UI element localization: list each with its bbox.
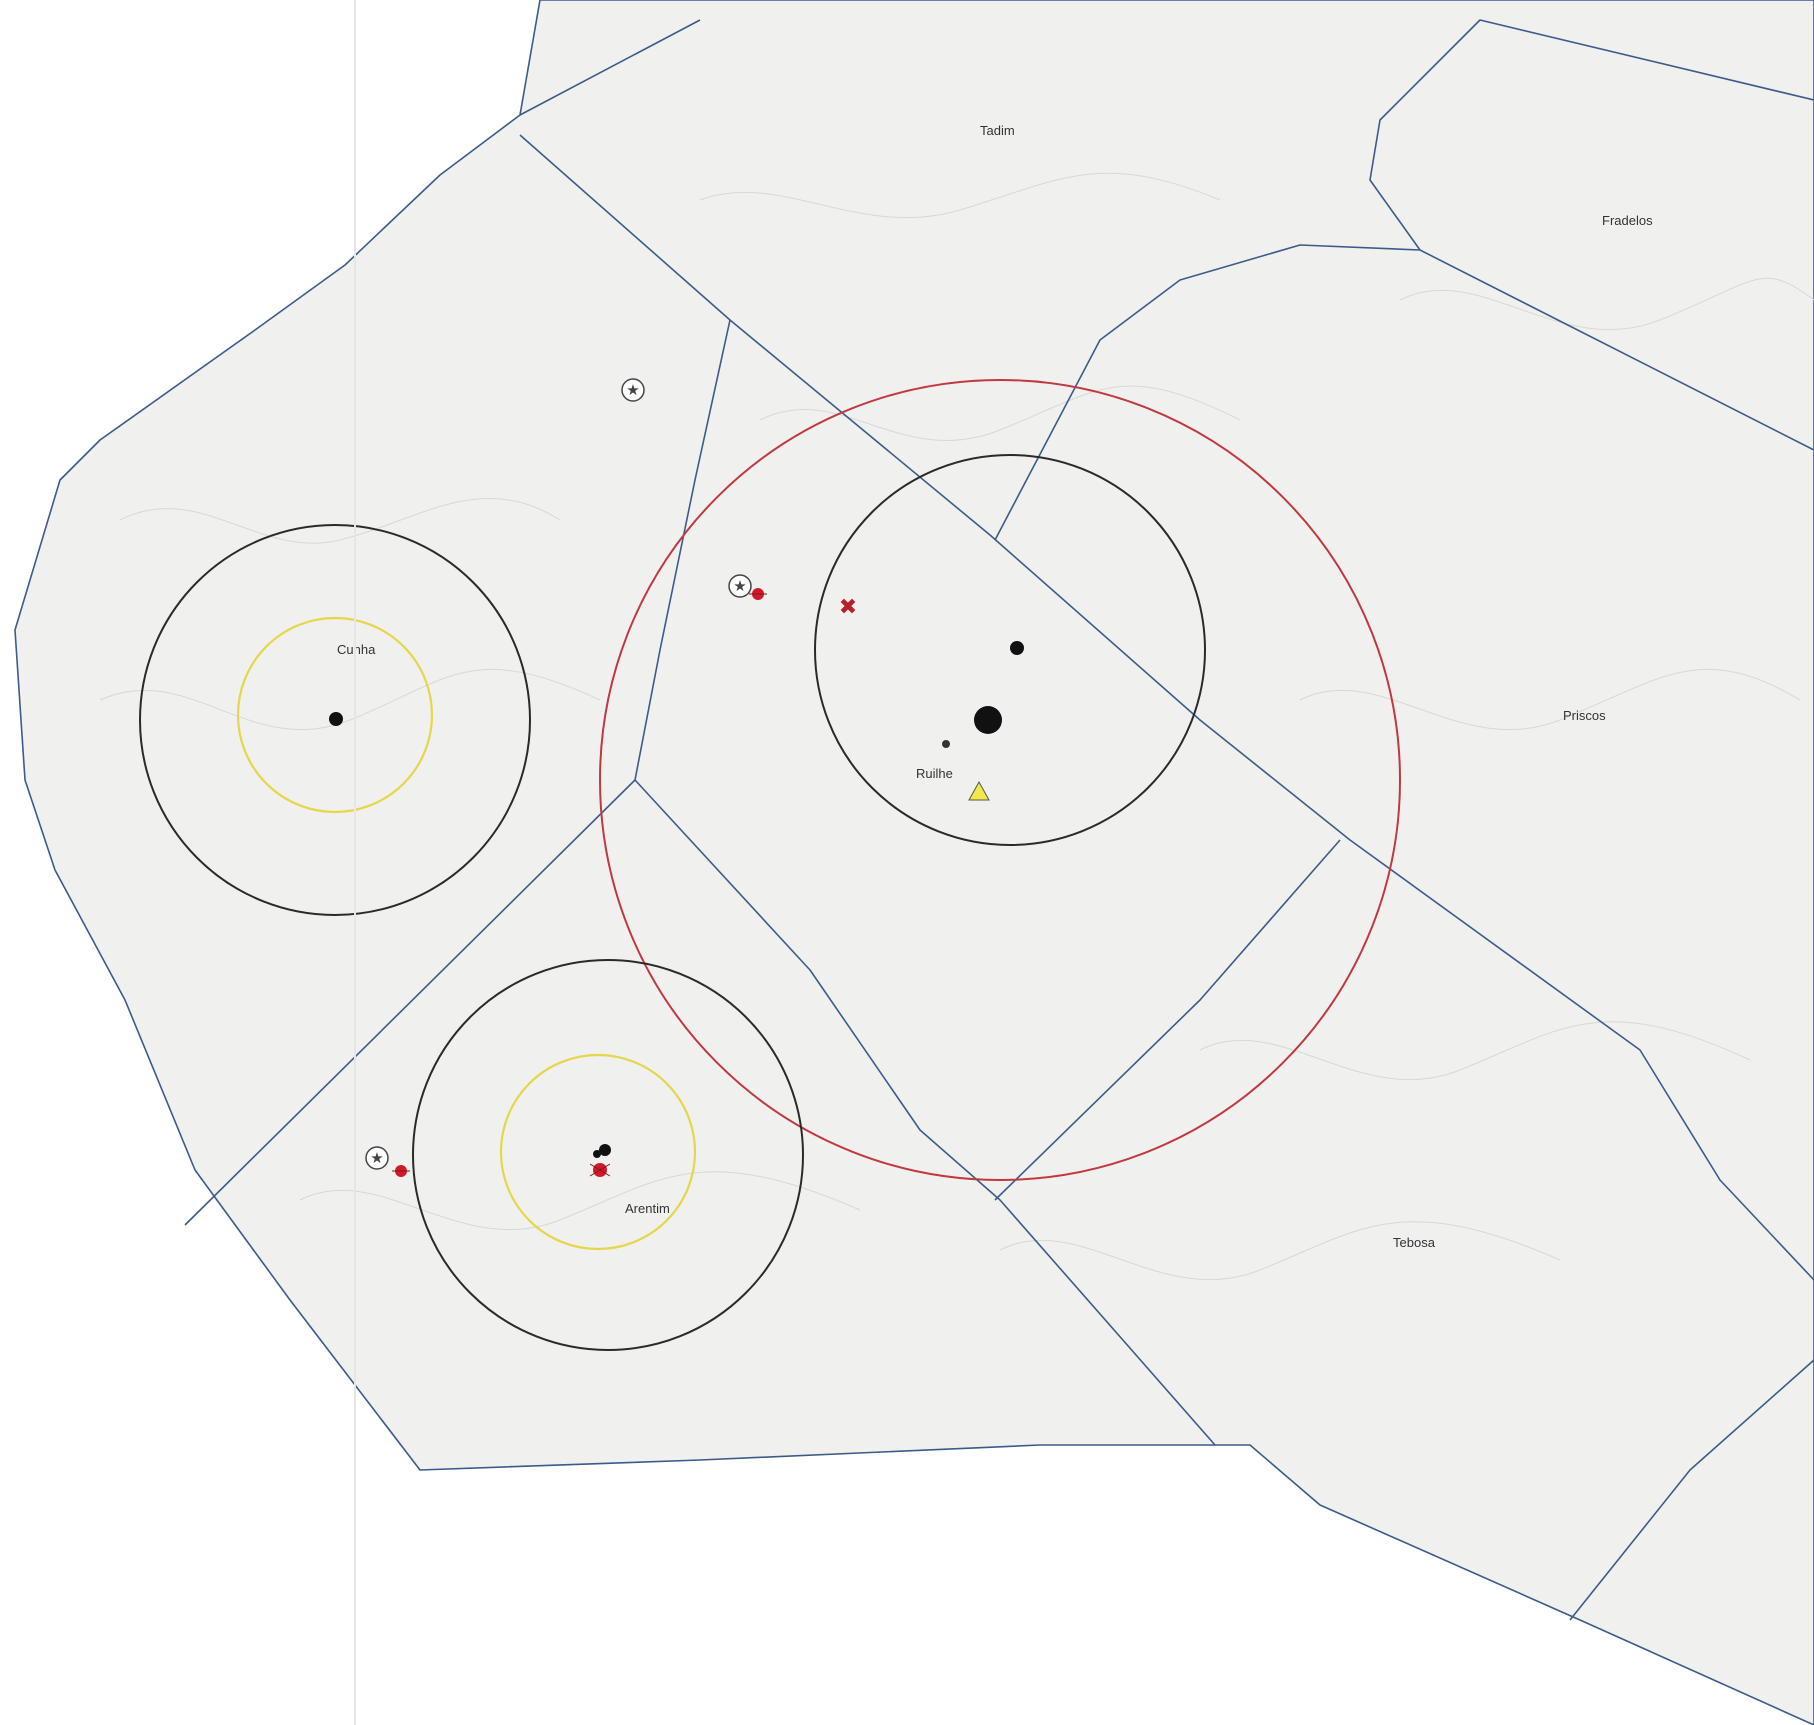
black-dot-marker-icon[interactable] — [329, 712, 343, 726]
parish-boundaries — [184, 19, 1814, 1621]
black-dot-marker-icon[interactable] — [1010, 641, 1024, 655]
black-dot-marker-icon[interactable] — [599, 1144, 611, 1156]
black-dot-marker-icon[interactable] — [974, 706, 1002, 734]
buffer-ring-red — [599, 379, 1401, 1181]
place-label-priscos: Priscos — [1563, 708, 1606, 723]
star-in-circle-icon[interactable]: ★ — [728, 574, 752, 598]
svg-text:✖: ✖ — [839, 595, 857, 620]
black-dot-marker-icon[interactable] — [942, 740, 950, 748]
place-label-ruilhe: Ruilhe — [916, 766, 953, 781]
star-in-circle-icon[interactable]: ★ — [621, 378, 645, 402]
black-dot-marker-icon[interactable] — [593, 1150, 601, 1158]
red-dot-marker-icon[interactable] — [749, 588, 767, 600]
place-label-fradelos: Fradelos — [1602, 213, 1653, 228]
star-in-circle-icon[interactable]: ★ — [365, 1146, 389, 1170]
buffer-ring-ruilhe — [814, 454, 1206, 846]
contour-lines — [99, 172, 1814, 1281]
yellow-triangle-icon[interactable] — [968, 780, 990, 801]
svg-text:★: ★ — [370, 1149, 383, 1167]
red-dot-marker-icon[interactable] — [589, 1163, 611, 1177]
svg-text:★: ★ — [626, 381, 639, 399]
cross-marker-icon[interactable]: ✖ — [839, 595, 857, 620]
inner-ring-arentim — [499, 1053, 697, 1251]
place-label-arentim: Arentim — [625, 1201, 670, 1216]
buffer-ring-cunha — [139, 524, 531, 916]
inner-ring-cunha — [236, 616, 434, 814]
place-label-tadim: Tadim — [980, 123, 1015, 138]
study-area-outline — [14, 0, 1814, 1725]
buffer-ring-arentim — [412, 959, 804, 1351]
place-label-tebosa: Tebosa — [1393, 1235, 1436, 1250]
svg-text:★: ★ — [733, 577, 746, 595]
place-label-cunha: Cunha — [337, 642, 376, 657]
red-dot-marker-icon[interactable] — [392, 1165, 410, 1177]
